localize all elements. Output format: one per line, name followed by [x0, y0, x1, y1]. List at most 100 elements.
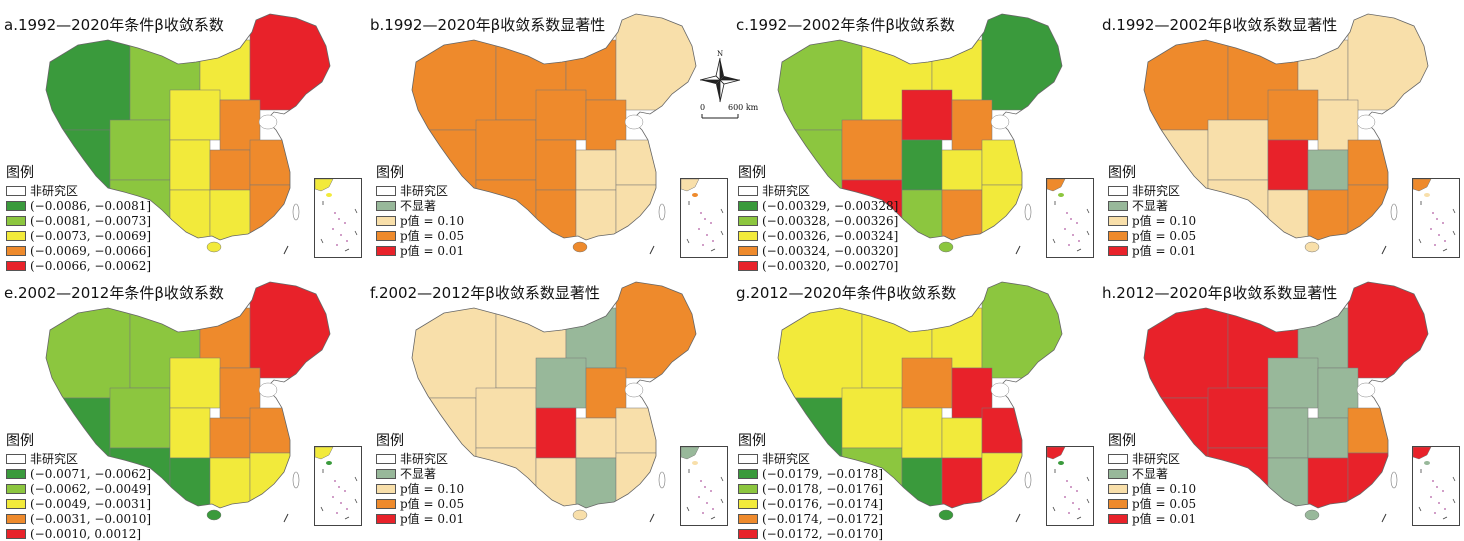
legend-swatch	[376, 230, 396, 241]
country-outline	[1143, 281, 1429, 509]
legend-swatch	[376, 468, 396, 479]
legend-item: p值 = 0.10	[1108, 481, 1196, 496]
south-china-sea-inset	[1412, 446, 1460, 526]
legend-swatch	[6, 453, 26, 464]
taiwan-island	[292, 203, 300, 221]
province-region	[575, 149, 617, 191]
legend-swatch	[376, 185, 396, 196]
legend-swatch	[738, 468, 758, 479]
province-region	[575, 417, 617, 459]
legend-label: 不显著	[400, 199, 437, 213]
province-region	[981, 452, 1028, 508]
province-region	[1267, 139, 1309, 191]
province-region	[981, 282, 1062, 379]
legend-label: 不显著	[400, 467, 437, 481]
legend-label: (−0.0049, −0.0031]	[30, 496, 152, 511]
hainan-island	[206, 241, 222, 253]
province-region	[535, 139, 577, 191]
province-region	[901, 407, 943, 459]
legend-label: p值 = 0.01	[400, 512, 465, 526]
choropleth-map	[1143, 13, 1429, 253]
legend-label: (−0.0178, −0.0176]	[762, 481, 884, 496]
hainan-island	[1304, 241, 1320, 253]
map-legend: 图例 非研究区 (−0.0179, −0.0178] (−0.0178, −0.017…	[738, 430, 883, 541]
map-legend: 图例 非研究区 不显著 p值 = 0.10 p值 = 0.05 p值 = 0.01	[376, 430, 464, 526]
legend-swatch	[1108, 453, 1128, 464]
province-region	[209, 417, 251, 459]
province-region	[412, 307, 497, 399]
province-region	[109, 387, 171, 449]
legend-item: 不显著	[376, 466, 464, 481]
legend-label: p值 = 0.05	[400, 497, 465, 511]
choropleth-map	[45, 13, 331, 253]
legend-title: 图例	[376, 165, 404, 181]
legend-label: (−0.0073, −0.0069]	[30, 228, 152, 243]
taiwan-island	[1390, 471, 1398, 489]
legend-label: p值 = 0.05	[400, 229, 465, 243]
legend-label: (−0.0071, −0.0062]	[30, 466, 152, 481]
province-region	[1307, 457, 1349, 508]
legend-swatch	[1108, 483, 1128, 494]
legend-item: (−0.0049, −0.0031]	[6, 496, 151, 511]
country-outline	[411, 281, 697, 509]
province-region	[535, 357, 587, 409]
legend-item: 非研究区	[738, 183, 898, 198]
legend-swatch	[738, 260, 758, 271]
legend-label: 非研究区	[1132, 452, 1181, 466]
legend-swatch	[738, 200, 758, 211]
choropleth-map	[777, 281, 1063, 521]
province-region	[778, 307, 863, 399]
legend-swatch	[1108, 230, 1128, 241]
province-region	[1144, 39, 1229, 131]
south-china-sea-inset	[1046, 446, 1094, 526]
country-outline	[777, 281, 1063, 509]
legend-title: 图例	[6, 165, 34, 181]
south-china-sea-inset	[680, 446, 728, 526]
panel-title: g.2012—2020年条件β收敛系数	[736, 284, 957, 302]
legend-label: 非研究区	[400, 184, 449, 198]
svg-text:N: N	[717, 50, 723, 58]
legend-label: (−0.0062, −0.0049]	[30, 481, 152, 496]
legend-swatch	[6, 260, 26, 271]
panel-title: a.1992—2020年条件β收敛系数	[4, 16, 224, 34]
legend-item: 非研究区	[738, 451, 883, 466]
province-region	[615, 139, 662, 186]
province-region	[1207, 387, 1269, 449]
svg-text:0: 0	[700, 103, 705, 112]
legend-swatch	[1108, 468, 1128, 479]
legend-label: 不显著	[1132, 199, 1169, 213]
panel-title: f.2002—2012年β收敛系数显著性	[370, 284, 600, 302]
legend-swatch	[738, 453, 758, 464]
map-legend: 图例 非研究区 (−0.00329, −0.00328] (−0.00328, −0.…	[738, 162, 898, 273]
svg-text:600 km: 600 km	[728, 103, 759, 112]
province-region	[1207, 179, 1269, 240]
legend-swatch	[6, 468, 26, 479]
legend-swatch	[6, 498, 26, 509]
legend-swatch	[1108, 215, 1128, 226]
province-region	[249, 452, 296, 508]
north-arrow-scale: N 0 600 km	[699, 48, 760, 128]
province-region	[615, 282, 696, 379]
province-region	[169, 89, 221, 141]
legend-label: 非研究区	[400, 452, 449, 466]
legend-label: (−0.0086, −0.0081]	[30, 198, 152, 213]
province-region	[249, 139, 296, 186]
legend-swatch	[6, 513, 26, 524]
legend-item: p值 = 0.10	[376, 213, 464, 228]
province-region	[249, 14, 330, 111]
province-region	[941, 457, 983, 508]
legend-item: p值 = 0.10	[376, 481, 464, 496]
province-region	[1307, 149, 1349, 191]
choropleth-map	[411, 13, 697, 253]
province-region	[535, 457, 577, 508]
province-region	[901, 139, 943, 191]
hainan-island	[938, 509, 954, 521]
legend-label: (−0.0176, −0.0174]	[762, 496, 884, 511]
province-region	[169, 139, 211, 191]
legend-swatch	[738, 513, 758, 524]
legend-swatch	[1108, 498, 1128, 509]
choropleth-map	[45, 281, 331, 521]
province-region	[981, 14, 1062, 111]
map-legend: 图例 非研究区 不显著 p值 = 0.10 p值 = 0.05 p值 = 0.01	[1108, 162, 1196, 258]
legend-title: 图例	[6, 433, 34, 449]
